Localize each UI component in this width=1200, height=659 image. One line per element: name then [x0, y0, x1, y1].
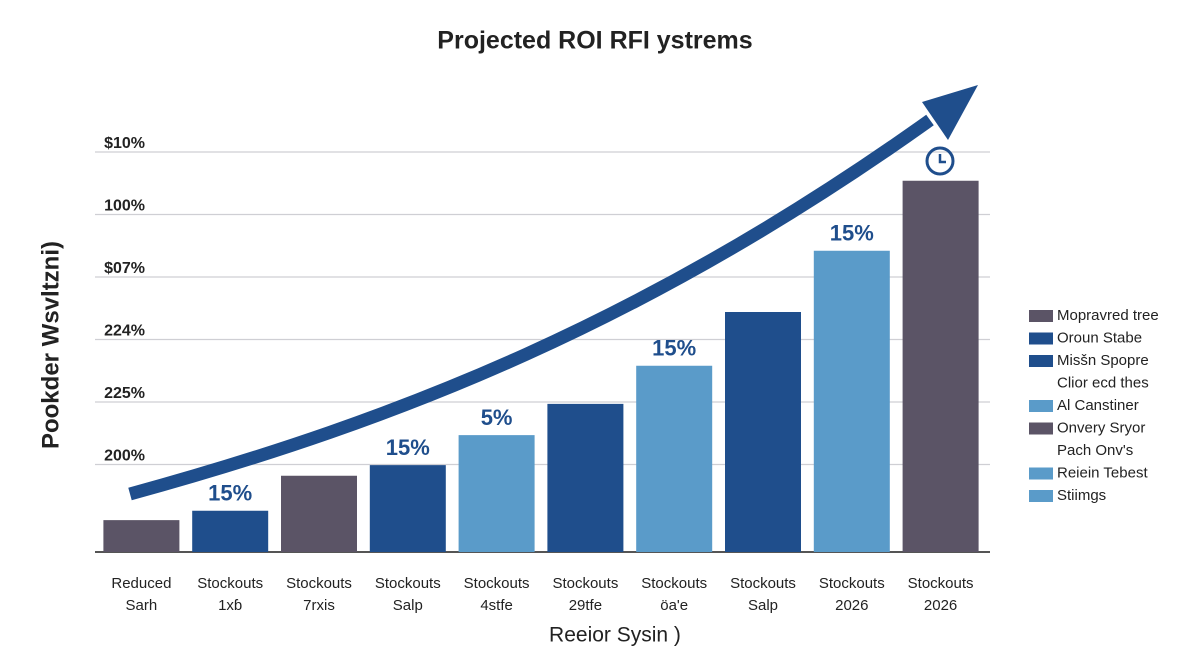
- bar-annotation: 5%: [481, 405, 513, 430]
- legend-label: Al Canstiner: [1057, 397, 1139, 414]
- bar: [281, 475, 357, 552]
- bar-annotation: 15%: [652, 336, 696, 361]
- clock-icon: [925, 146, 955, 176]
- y-tick-label: $07%: [104, 260, 145, 277]
- x-tick-label: Stockouts: [375, 575, 441, 592]
- arrow-head: [922, 85, 978, 140]
- y-tick-label: $10%: [104, 135, 145, 152]
- bar: [547, 403, 624, 552]
- y-tick-label: 225%: [104, 385, 145, 402]
- x-tick-label: Stockouts: [286, 575, 352, 592]
- x-tick-label: 2026: [835, 597, 868, 614]
- bar: [813, 250, 890, 552]
- bars: Reduced Sarh Stockouts 1xɓ 15% Stockouts 7rxis…: [103, 180, 979, 614]
- legend-label: Pach Onv's: [1057, 442, 1133, 459]
- x-tick-label: Reduced: [111, 575, 171, 592]
- bar: [458, 435, 535, 552]
- legend-label: Stiimgs: [1057, 487, 1106, 504]
- legend-swatch: [1029, 422, 1053, 435]
- legend-label: Reiein Tebest: [1057, 464, 1148, 481]
- bar-annotation: 15%: [208, 481, 252, 506]
- legend-label: Mopravred tree: [1057, 307, 1159, 324]
- x-tick-label: Stockouts: [819, 575, 885, 592]
- legend-swatch: [1029, 490, 1053, 502]
- x-tick-label: Stockouts: [197, 575, 263, 592]
- y-tick-label: 200%: [104, 448, 145, 465]
- legend-swatch: [1029, 332, 1053, 345]
- legend: Mopravred tree Oroun Stabe Misšn Spopre Cli…: [1029, 307, 1159, 504]
- legend-swatch: [1029, 310, 1053, 322]
- bar: [725, 312, 801, 552]
- x-tick-label: Stockouts: [730, 575, 796, 592]
- bar-annotation: 15%: [830, 221, 874, 246]
- legend-label: Clior ecd thes: [1057, 374, 1149, 391]
- x-tick-label: 29tfe: [569, 597, 602, 614]
- x-axis-label: Reeior Sysin ): [549, 624, 681, 647]
- x-tick-label: 1xɓ: [218, 597, 242, 614]
- legend-label: Onvery Sryor: [1057, 419, 1145, 436]
- bar-annotation: 15%: [386, 435, 430, 460]
- bar: [636, 365, 713, 552]
- clock-hands: [938, 154, 946, 164]
- x-tick-label: 2026: [924, 597, 957, 614]
- y-tick-label: 100%: [104, 198, 145, 215]
- legend-swatch: [1029, 400, 1053, 412]
- legend-swatch: [1029, 467, 1053, 480]
- x-tick-label: Salp: [393, 597, 423, 614]
- legend-swatch: [1029, 355, 1053, 367]
- x-tick-label: Sarh: [126, 597, 158, 614]
- x-tick-label: Stockouts: [908, 575, 974, 592]
- x-tick-label: Stockouts: [464, 575, 530, 592]
- bar: [192, 510, 269, 552]
- legend-label: Oroun Stabe: [1057, 329, 1142, 346]
- y-tick-label: 224%: [104, 323, 145, 340]
- y-axis-label: Pookder Wsvltzni): [37, 241, 64, 449]
- x-tick-label: Stockouts: [552, 575, 618, 592]
- x-tick-label: Stockouts: [641, 575, 707, 592]
- x-tick-label: öa'e: [660, 597, 688, 614]
- bar: [103, 520, 180, 552]
- trend-arrow: [128, 114, 934, 501]
- chart-title: Projected ROI RFI ystrems: [437, 27, 752, 55]
- bar: [902, 180, 979, 552]
- legend-label: Misšn Spopre: [1057, 352, 1149, 369]
- bar: [369, 465, 446, 552]
- x-tick-label: 4stfe: [480, 597, 513, 614]
- x-tick-label: 7rxis: [303, 597, 335, 614]
- x-tick-label: Salp: [748, 597, 778, 614]
